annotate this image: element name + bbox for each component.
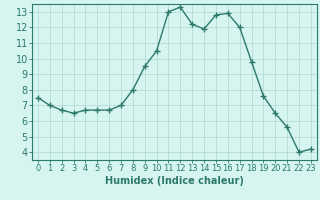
X-axis label: Humidex (Indice chaleur): Humidex (Indice chaleur): [105, 176, 244, 186]
